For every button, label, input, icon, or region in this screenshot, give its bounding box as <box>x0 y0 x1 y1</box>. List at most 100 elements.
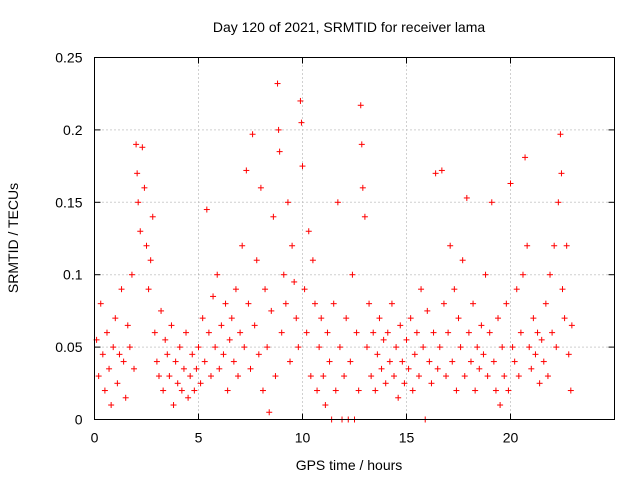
data-point <box>553 344 560 351</box>
data-point <box>307 373 314 380</box>
data-point <box>195 344 202 351</box>
data-point <box>197 380 204 387</box>
data-point <box>185 394 192 401</box>
data-point <box>212 344 219 351</box>
data-point <box>253 257 260 264</box>
data-point <box>440 300 447 307</box>
data-point <box>176 344 183 351</box>
data-point <box>386 358 393 365</box>
data-point <box>499 344 506 351</box>
data-point <box>476 365 483 372</box>
data-point <box>395 394 402 401</box>
data-point <box>316 344 323 351</box>
data-point <box>224 387 231 394</box>
x-tick-label: 5 <box>195 430 203 446</box>
data-point <box>322 402 329 409</box>
data-point <box>210 293 217 300</box>
data-point <box>293 315 300 322</box>
data-point <box>110 344 117 351</box>
axis-ticks: 0 5 10 15 20 0 0.05 0.1 0.15 0.2 0.25 <box>55 50 615 446</box>
data-point <box>108 402 115 409</box>
data-point <box>544 373 551 380</box>
data-point <box>492 387 499 394</box>
data-point <box>126 344 133 351</box>
data-point <box>272 373 279 380</box>
data-point <box>151 329 158 336</box>
data-point <box>245 300 252 307</box>
data-point <box>112 315 119 322</box>
data-point <box>275 126 282 133</box>
y-tick-label: 0.2 <box>63 122 83 138</box>
data-point <box>461 373 468 380</box>
data-point <box>355 387 362 394</box>
y-tick-label: 0.1 <box>63 267 83 283</box>
x-tick-label: 0 <box>91 430 99 446</box>
data-point <box>251 322 258 329</box>
data-point <box>401 380 408 387</box>
data-point <box>559 286 566 293</box>
data-point <box>497 402 504 409</box>
data-point <box>149 213 156 220</box>
data-point <box>357 102 364 109</box>
data-point <box>447 242 454 249</box>
data-point <box>305 228 312 235</box>
data-point <box>120 358 127 365</box>
data-point <box>370 329 377 336</box>
data-point <box>478 322 485 329</box>
data-point <box>482 271 489 278</box>
data-point <box>436 344 443 351</box>
data-point <box>547 271 554 278</box>
data-point <box>397 322 404 329</box>
data-point <box>203 206 210 213</box>
data-point <box>235 373 242 380</box>
data-point <box>274 80 281 87</box>
data-point <box>155 373 162 380</box>
data-point <box>303 329 310 336</box>
data-point <box>467 358 474 365</box>
data-point <box>549 329 556 336</box>
data-point <box>180 365 187 372</box>
data-point <box>443 373 450 380</box>
x-tick-label: 15 <box>399 430 415 446</box>
data-point <box>453 387 460 394</box>
data-point <box>191 387 198 394</box>
data-point <box>220 351 227 358</box>
data-point <box>114 380 121 387</box>
data-point <box>298 119 305 126</box>
data-point <box>135 199 142 206</box>
data-point <box>513 286 520 293</box>
data-point <box>262 286 269 293</box>
data-point <box>438 167 445 174</box>
data-point <box>280 271 287 278</box>
data-point <box>207 373 214 380</box>
data-point <box>318 315 325 322</box>
data-point <box>347 358 354 365</box>
grid-lines <box>94 57 615 420</box>
data-point <box>187 373 194 380</box>
data-point <box>131 365 138 372</box>
data-point <box>147 257 154 264</box>
data-point <box>334 199 341 206</box>
data-point <box>557 131 564 138</box>
data-point <box>551 242 558 249</box>
data-point <box>101 387 108 394</box>
data-point <box>457 344 464 351</box>
data-point <box>403 336 410 343</box>
data-point <box>536 380 543 387</box>
data-point <box>388 300 395 307</box>
data-point <box>193 365 200 372</box>
data-point <box>519 271 526 278</box>
y-tick-label: 0.25 <box>55 50 82 66</box>
data-points <box>93 80 575 423</box>
data-point <box>424 307 431 314</box>
data-point <box>524 242 531 249</box>
y-tick-label: 0.05 <box>55 339 82 355</box>
data-point <box>480 351 487 358</box>
data-point <box>230 358 237 365</box>
data-point <box>563 242 570 249</box>
data-point <box>434 365 441 372</box>
data-point <box>239 242 246 249</box>
data-point <box>490 358 497 365</box>
data-point <box>336 344 343 351</box>
